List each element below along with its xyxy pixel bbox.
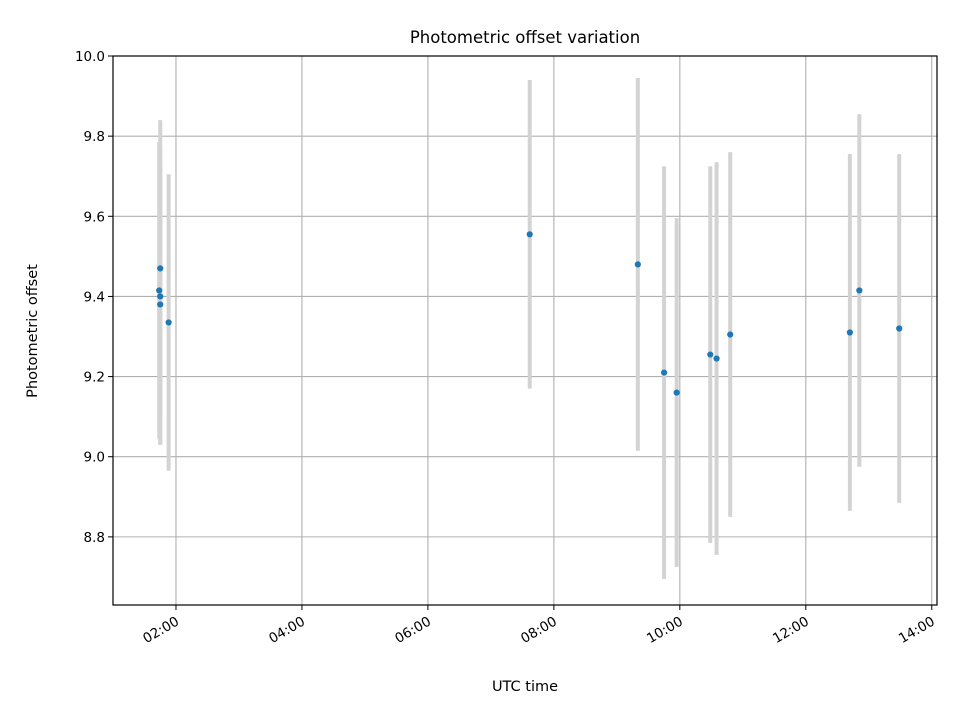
data-points — [156, 231, 903, 396]
data-point — [660, 369, 668, 376]
data-point — [526, 231, 533, 238]
data-point — [634, 261, 641, 268]
data-point — [156, 287, 163, 294]
y-tick-label: 9.0 — [84, 450, 105, 466]
data-point — [727, 331, 734, 338]
data-point — [165, 319, 172, 326]
data-point — [157, 293, 164, 300]
data-point — [896, 325, 903, 332]
data-point — [856, 287, 863, 294]
y-tick-label: 9.8 — [84, 129, 105, 145]
data-point — [157, 265, 164, 272]
x-axis-label: UTC time — [492, 679, 558, 695]
data-point — [713, 355, 720, 362]
data-point — [707, 351, 714, 358]
data-point — [157, 301, 164, 308]
y-tick-label: 9.6 — [84, 209, 105, 225]
data-point — [673, 389, 680, 396]
y-tick-label: 10.0 — [75, 49, 105, 65]
y-tick-label: 9.4 — [84, 289, 105, 305]
plot-frame — [112, 55, 938, 606]
chart-title: Photometric offset variation — [410, 28, 640, 47]
y-tick-label: 9.2 — [84, 370, 105, 386]
data-point — [846, 329, 853, 336]
y-tick-label: 8.8 — [84, 530, 105, 546]
y-axis-label: Photometric offset — [25, 264, 41, 398]
